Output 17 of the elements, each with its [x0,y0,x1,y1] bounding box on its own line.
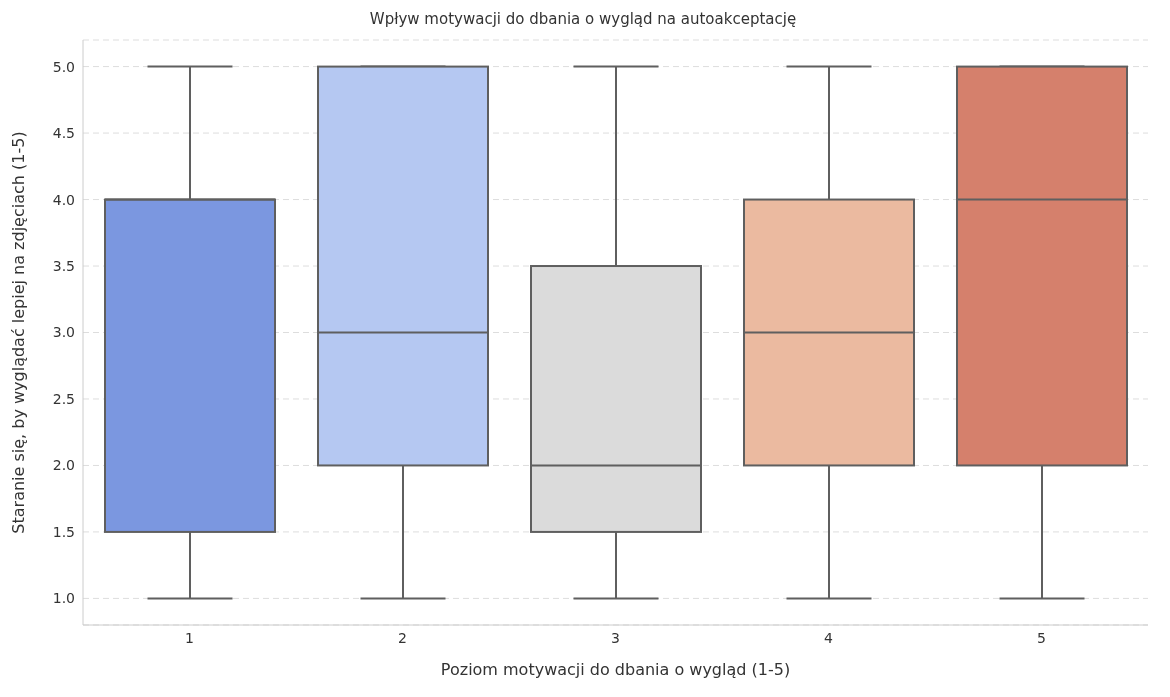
x-tick-label: 4 [824,629,834,646]
y-tick-label: 4.0 [52,191,75,208]
y-tick-label: 3.5 [52,257,75,274]
chart-title: Wpływ motywacji do dbania o wygląd na autoakceptację [368,9,798,30]
y-tick-label: 1.5 [52,523,75,540]
y-tick-label: 4.5 [52,125,75,142]
x-tick-label: 5 [1037,629,1046,646]
y-axis-title: Staranie się, by wyglądać lepiej na zdjęciach (1-5) [8,131,28,534]
y-tick-label: 2.0 [52,457,75,474]
y-tick-label: 2.5 [52,390,75,407]
x-axis-title: Poziom motywacji do dbania o wygląd (1-5) [440,660,791,679]
x-tick-label: 2 [398,629,407,646]
x-tick-label: 3 [611,629,620,646]
x-tick-label: 1 [185,629,194,646]
y-tick-label: 3.0 [52,324,75,341]
y-tick-label: 5.0 [52,58,75,75]
y-tick-label: 1.0 [52,590,75,607]
